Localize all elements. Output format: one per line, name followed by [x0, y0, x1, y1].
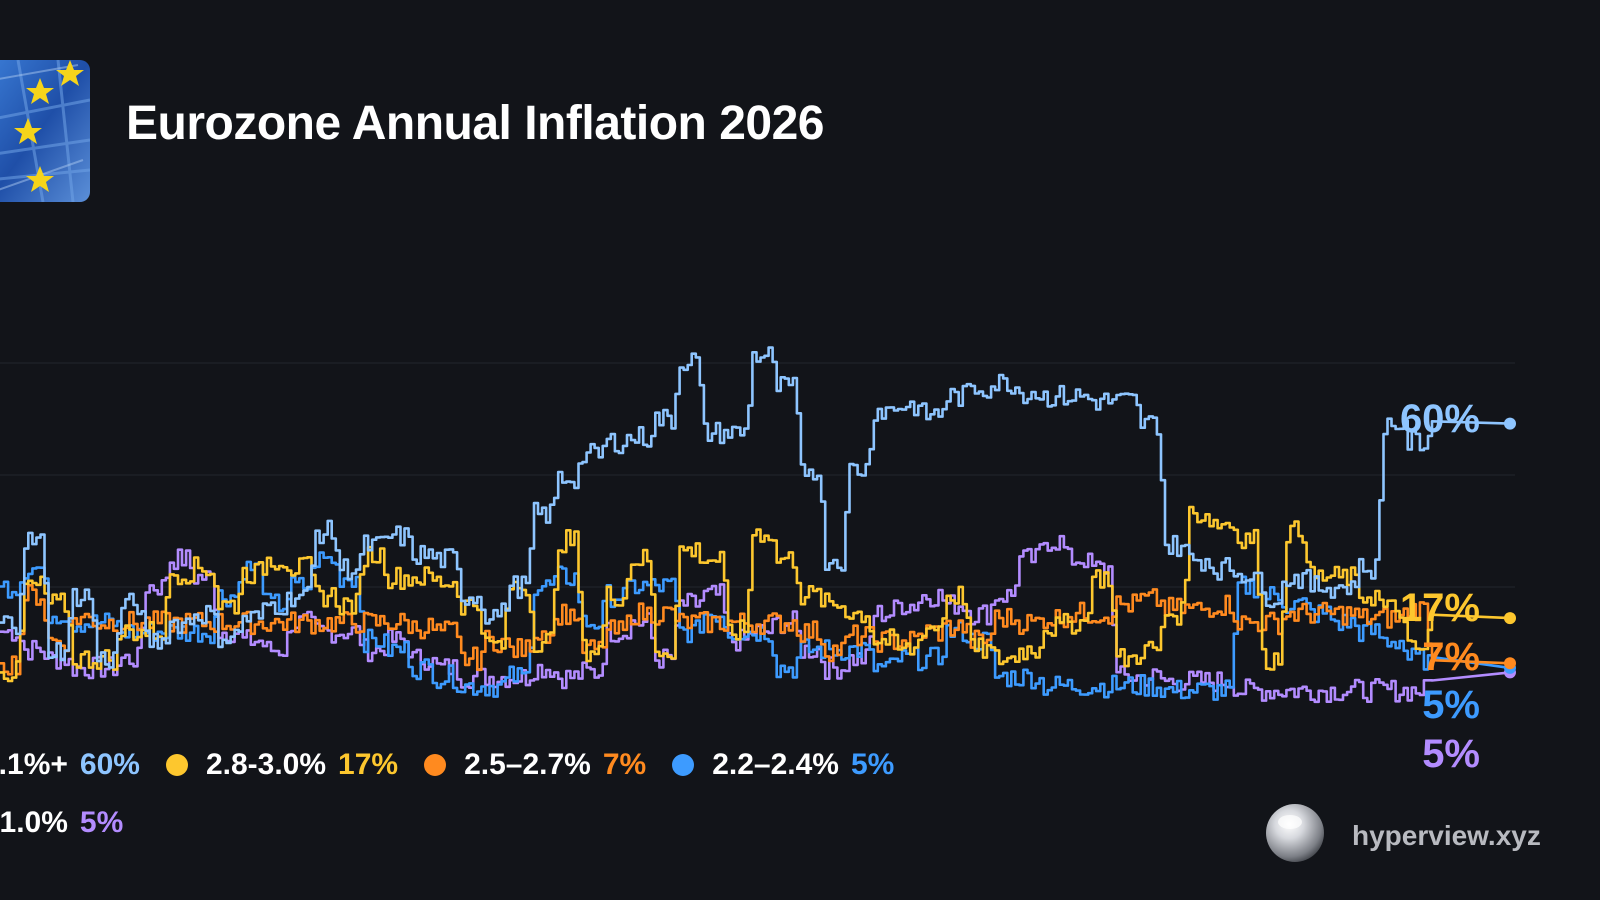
series-line [0, 584, 1511, 676]
legend-label: 2.2–2.4% [712, 748, 839, 781]
series-end-label: 7% [1422, 635, 1480, 679]
legend-value: 60% [79, 748, 140, 781]
legend-item: 2.8-3.0% 17% [165, 748, 399, 782]
legend-dot-icon [165, 754, 188, 776]
legend-value: 5% [851, 748, 895, 781]
legend-label: 2.8-3.0% [205, 748, 327, 781]
legend-label: 2.5–2.7% [464, 748, 591, 781]
series-end-markers [1504, 417, 1516, 679]
legend-value: 17% [338, 748, 399, 781]
legend-dot-icon [424, 754, 447, 776]
chart-title: Eurozone Annual Inflation 2026 [126, 97, 824, 150]
legend-value: 7% [602, 748, 647, 781]
series-end-label: 17% [1400, 586, 1480, 630]
series-line [0, 505, 1511, 683]
legend-item: <1.0% 5% [0, 806, 123, 840]
legend-row-1: 3.1%+ 60% 2.8-3.0% 17% 2.5–2.7% 7% 2.2–2… [0, 745, 1082, 785]
grid-lines [0, 362, 1515, 588]
legend-label: 3.1%+ [0, 748, 68, 781]
legend: 3.1%+ 60% 2.8-3.0% 17% 2.5–2.7% 7% 2.2–2… [0, 745, 1082, 861]
legend-label: <1.0% [0, 806, 68, 839]
series-line [0, 346, 1511, 669]
series-end-label: 5% [1422, 732, 1480, 776]
legend-dot-icon [672, 754, 695, 776]
legend-value: 5% [79, 806, 124, 839]
series-lines [0, 346, 1511, 704]
brand-text: hyperview.xyz [1352, 819, 1541, 851]
eu-flag-stars-icon [0, 60, 90, 202]
series-end-labels: 60%17%7%5%5% [1400, 397, 1480, 776]
series-end-label: 60% [1400, 397, 1480, 441]
legend-item: 3.1%+ 60% [0, 748, 140, 782]
legend-item: 2.5–2.7% 7% [424, 748, 646, 782]
glass-orb-icon [1264, 802, 1326, 869]
brand-watermark[interactable]: hyperview.xyz [1264, 802, 1541, 869]
series-end-dot [1504, 612, 1516, 625]
series-end-dot [1504, 417, 1516, 430]
series-end-label: 5% [1422, 683, 1480, 727]
legend-item: 2.2–2.4% 5% [672, 748, 894, 782]
series-end-dot [1504, 657, 1516, 670]
legend-row-2: <1.0% 5% [0, 803, 1082, 843]
